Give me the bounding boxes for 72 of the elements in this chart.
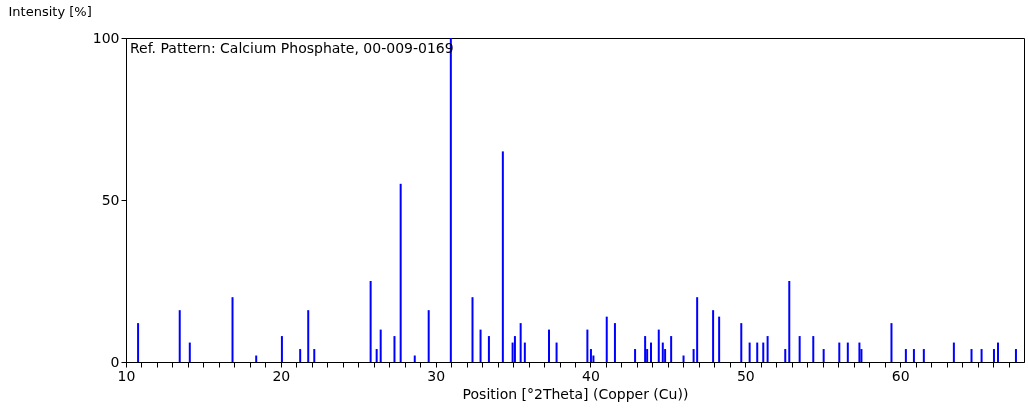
x-tick-label: 40	[582, 367, 600, 384]
bar	[682, 355, 685, 362]
bar	[613, 323, 616, 362]
x-axis-title: Position [°2Theta] (Copper (Cu))	[462, 385, 689, 402]
bar	[650, 342, 653, 362]
bar	[547, 329, 550, 362]
x-tick-label: 10	[117, 367, 136, 384]
y-tick-label: 50	[101, 191, 120, 208]
bar	[766, 336, 769, 362]
bar	[634, 349, 637, 362]
x-tick-label: 50	[736, 367, 755, 384]
bar	[670, 336, 673, 362]
bar	[712, 310, 715, 362]
bar	[696, 297, 699, 362]
bar	[838, 342, 841, 362]
bar	[784, 349, 787, 362]
bar	[980, 349, 983, 362]
bar	[280, 336, 283, 362]
y-tick-label: 100	[92, 29, 120, 46]
bar	[178, 310, 181, 362]
bar	[740, 323, 743, 362]
y-tick-label: 0	[110, 353, 120, 370]
bar	[313, 349, 316, 362]
bar	[718, 316, 721, 362]
bar	[996, 342, 999, 362]
bar	[788, 281, 791, 362]
bar	[413, 355, 416, 362]
bar	[657, 329, 660, 362]
bar	[661, 342, 664, 362]
bar	[231, 297, 234, 362]
bar	[479, 329, 482, 362]
bar	[644, 336, 647, 362]
bar	[822, 349, 825, 362]
bar	[188, 342, 191, 362]
bar	[393, 336, 396, 362]
bar	[605, 316, 608, 362]
bar	[137, 323, 140, 362]
bar	[858, 342, 861, 362]
bar	[369, 281, 372, 362]
x-tick-label: 30	[427, 367, 446, 384]
bar	[922, 349, 925, 362]
bar	[1014, 349, 1017, 362]
bar	[890, 323, 893, 362]
bar	[904, 349, 907, 362]
bar	[427, 310, 430, 362]
x-tick-label: 20	[272, 367, 291, 384]
bar	[952, 342, 955, 362]
bar	[501, 151, 504, 362]
bar	[798, 336, 801, 362]
bar	[586, 329, 589, 362]
bar	[379, 329, 382, 362]
bar	[555, 342, 558, 362]
bar	[513, 336, 516, 362]
bar	[589, 349, 592, 362]
bar	[523, 342, 526, 362]
bar	[912, 349, 915, 362]
bar	[399, 183, 402, 362]
bar	[471, 297, 474, 362]
bar	[748, 342, 751, 362]
bar	[812, 336, 815, 362]
bar	[299, 349, 302, 362]
bar	[307, 310, 310, 362]
bar	[487, 336, 490, 362]
bar	[992, 349, 995, 362]
x-tick-label: 60	[891, 367, 910, 384]
bar	[846, 342, 849, 362]
y-axis-title: Intensity [%]	[8, 3, 92, 19]
bar	[762, 342, 765, 362]
bar	[756, 342, 759, 362]
bar	[375, 349, 378, 362]
bar	[970, 349, 973, 362]
bar	[519, 323, 522, 362]
